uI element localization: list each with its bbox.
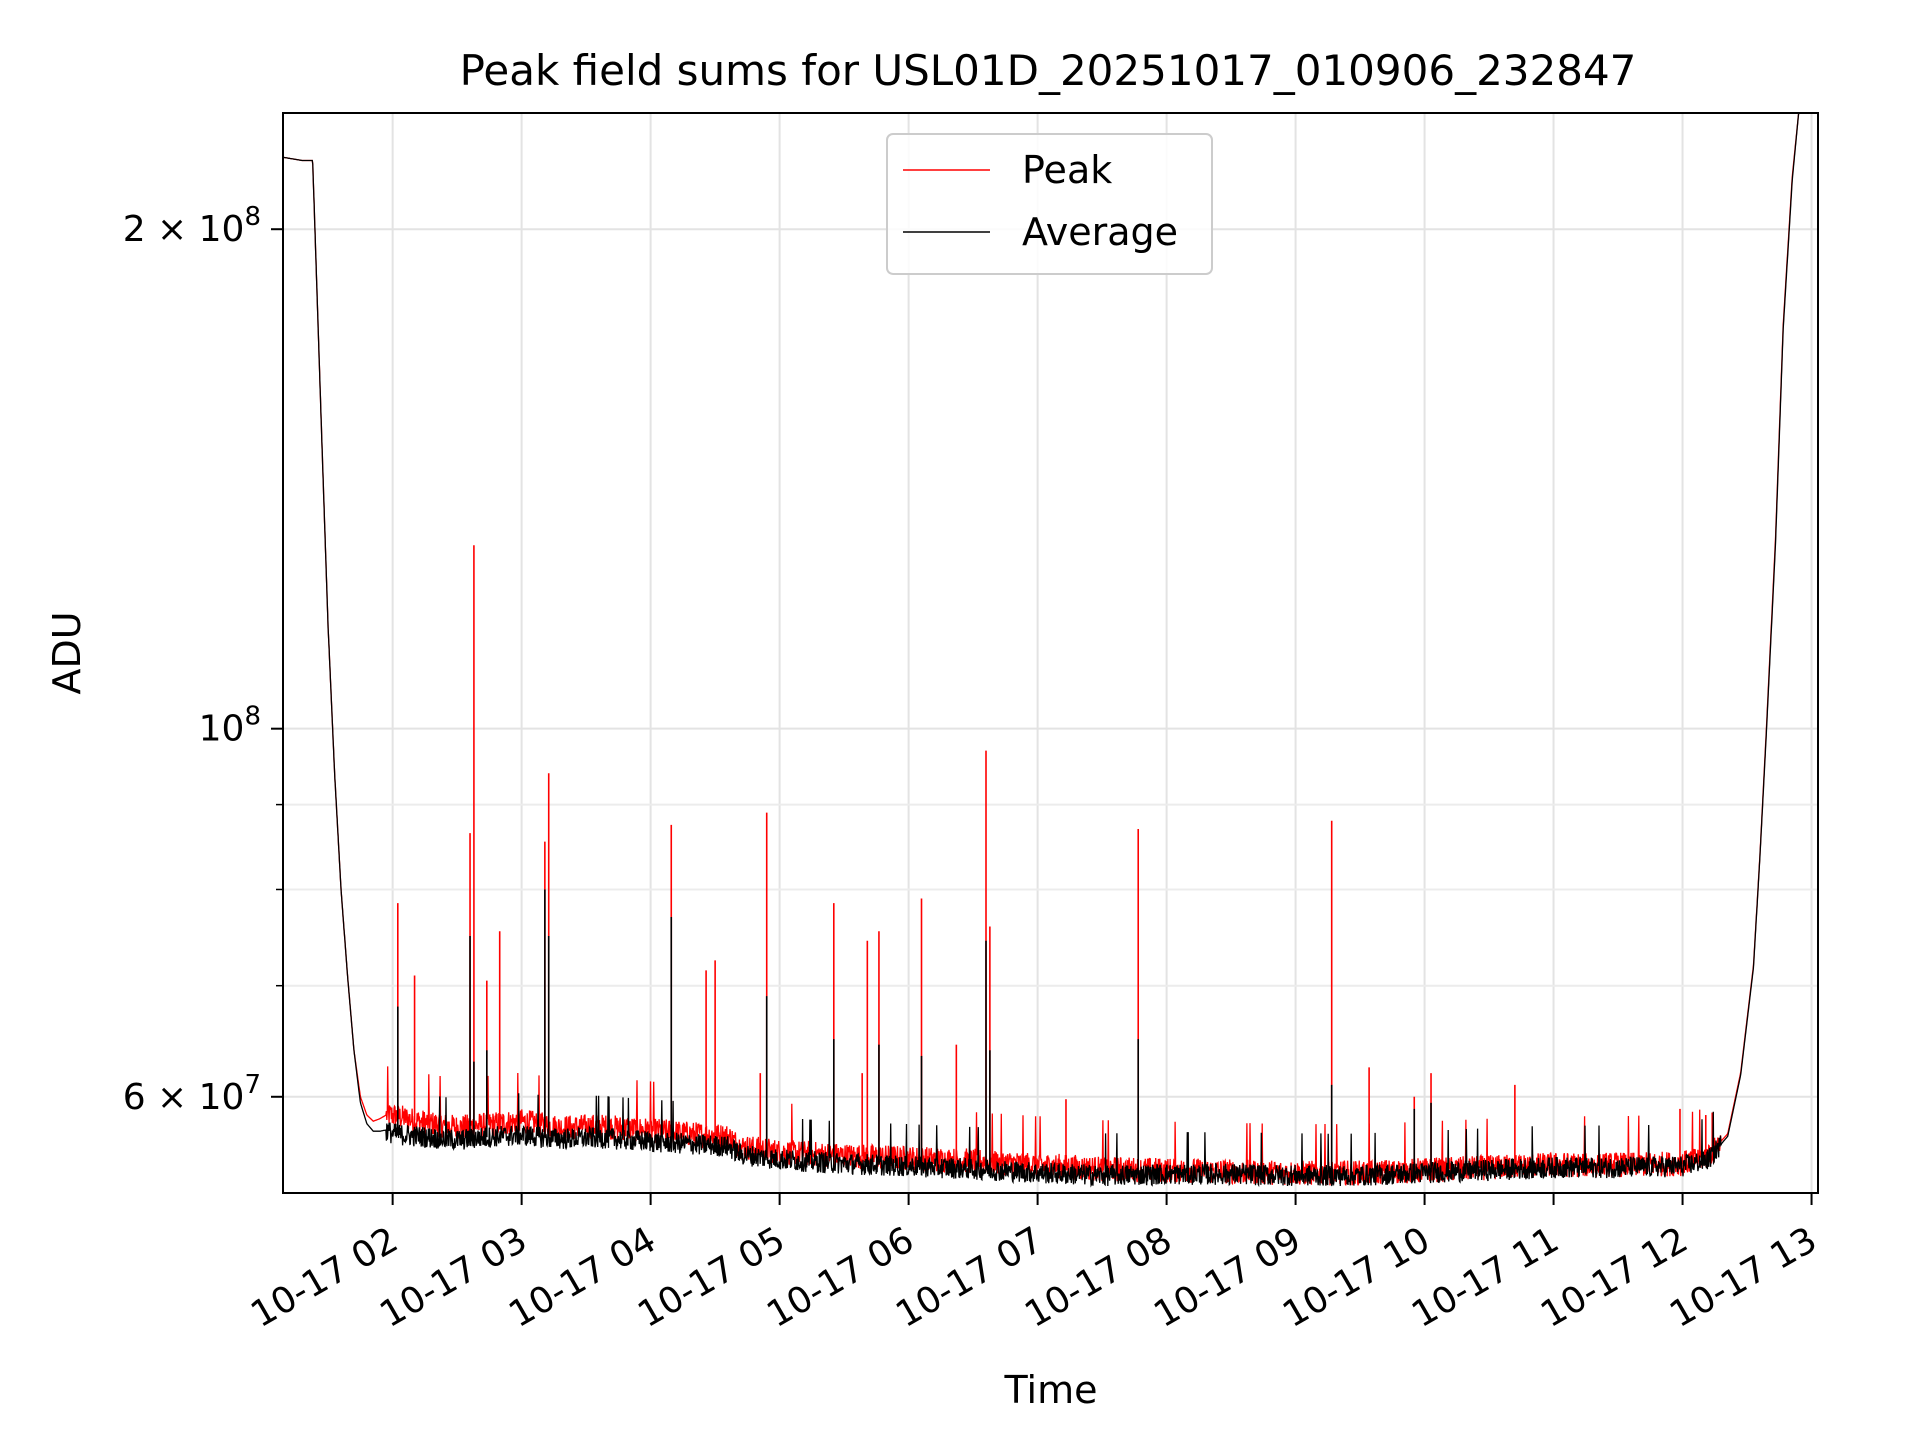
x-tick-label: 10-17 09 [1147,1219,1308,1335]
y-tick-label: 108 [199,702,261,750]
legend-label-peak: Peak [1022,148,1112,192]
plot-traces [283,113,1800,1188]
x-tick-label: 10-17 02 [244,1219,405,1335]
y-axis: 6 × 107 108 2 × 108 [123,202,283,1118]
x-tick-label: 10-17 03 [373,1219,534,1335]
grid [283,113,1818,1193]
x-tick-label: 10-17 05 [631,1219,792,1335]
plot-area-frame [282,112,1819,1194]
x-tick-label: 10-17 08 [1018,1219,1179,1335]
x-tick-label: 10-17 06 [760,1219,921,1335]
legend: Peak Average [886,133,1213,275]
x-axis-label: Time [1004,1368,1098,1412]
series-line-average [283,113,1800,1188]
legend-box [886,133,1213,275]
x-tick-label: 10-17 13 [1663,1219,1824,1335]
x-tick-label: 10-17 12 [1534,1219,1695,1335]
y-tick-label: 6 × 107 [123,1070,261,1118]
x-tick-label: 10-17 11 [1405,1219,1566,1335]
y-tick-label: 2 × 108 [123,202,261,250]
y-axis-label: ADU [45,611,89,694]
legend-label-average: Average [1022,210,1178,254]
x-tick-label: 10-17 07 [889,1219,1050,1335]
chart-title: Peak field sums for USL01D_20251017_0109… [460,46,1637,95]
x-tick-label: 10-17 04 [502,1219,663,1335]
x-tick-label: 10-17 10 [1276,1219,1437,1335]
